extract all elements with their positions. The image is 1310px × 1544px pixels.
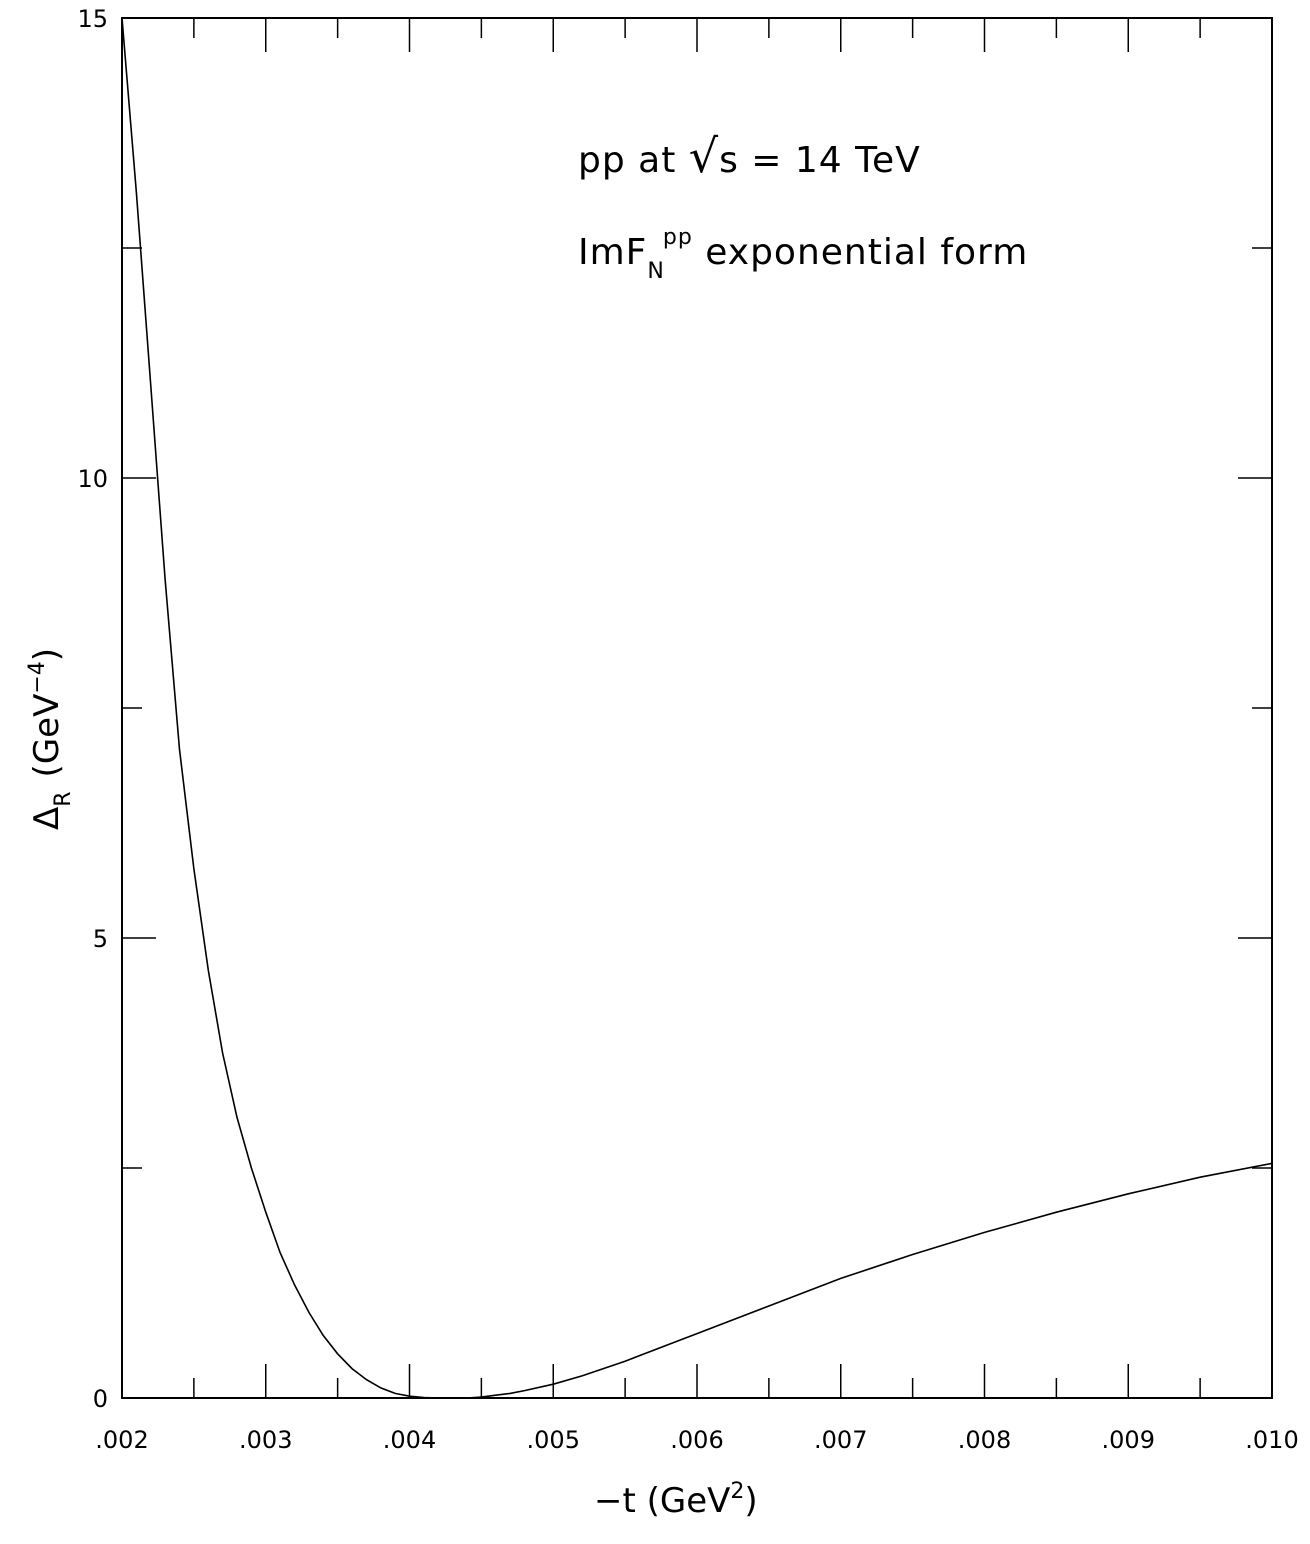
x-tick-label: .004 (383, 1426, 436, 1454)
x-tick-label: .007 (814, 1426, 867, 1454)
annotation-energy: pp at √s = 14 TeV (578, 129, 921, 183)
x-tick-label: .003 (239, 1426, 292, 1454)
tick-marks (121, 17, 1273, 1399)
x-tick-label: .006 (670, 1426, 723, 1454)
series-curve (121, 17, 1273, 1399)
y-tick-label: 10 (77, 465, 108, 493)
y-tick-label: 0 (93, 1385, 108, 1413)
sqrt-sign: √ (689, 129, 719, 183)
y-tick-label: 5 (93, 925, 108, 953)
annotation-sub: N (647, 259, 664, 284)
tick-labels: .002 .003 .004 .005 .006 .007 .008 .009 .010 0 5 10… (77, 5, 1298, 1454)
x-tick-label: .010 (1245, 1426, 1298, 1454)
annotation-sup: pp (663, 225, 693, 250)
annotation-form: ImFNpp exponential form (578, 225, 1028, 284)
x-axis-title: −t (GeV2) (594, 1479, 758, 1521)
y-tick-label: 15 (77, 5, 108, 33)
plot-frame (121, 17, 1273, 1399)
x-tick-label: .008 (958, 1426, 1011, 1454)
x-tick-label: .009 (1102, 1426, 1155, 1454)
y-axis-title: ΔR(GeV−4) (25, 648, 76, 830)
x-tick-label: .005 (527, 1426, 580, 1454)
x-tick-label: .002 (95, 1426, 148, 1454)
